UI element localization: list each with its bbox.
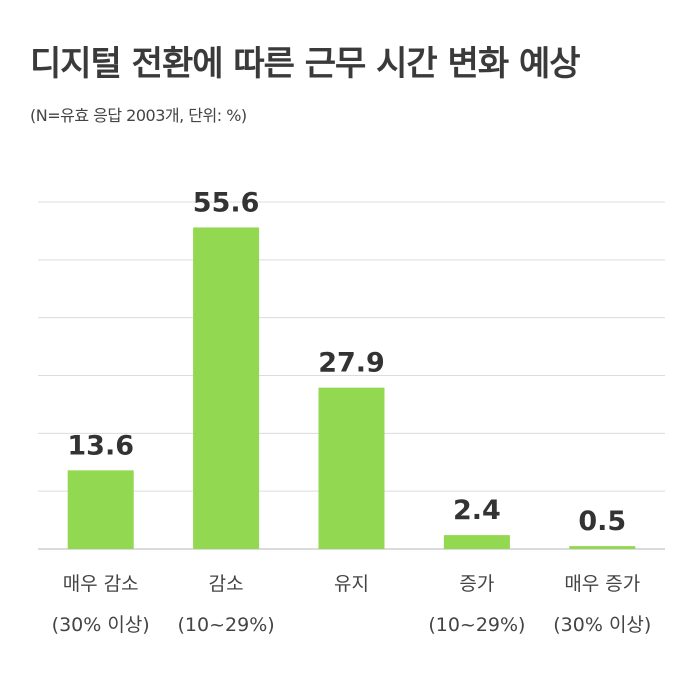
x-tick-label: 감소 bbox=[209, 573, 244, 595]
value-labels: 13.6 55.6 27.9 2.4 0.5 bbox=[67, 187, 626, 537]
value-label: 27.9 bbox=[318, 348, 385, 379]
bar bbox=[67, 470, 134, 549]
bar bbox=[318, 387, 385, 549]
bar bbox=[443, 535, 510, 549]
x-tick-label: 증가 bbox=[459, 573, 494, 595]
value-label: 55.6 bbox=[193, 187, 260, 218]
bar bbox=[569, 546, 636, 549]
x-tick-sublabel: (30% 이상) bbox=[52, 614, 150, 636]
chart-title: 디지털 전환에 따른 근무 시간 변화 예상 bbox=[30, 44, 581, 84]
x-tick-labels: 매우 감소 (30% 이상) 감소 (10~29%) 유지 증가 (10~29%) 매우 증가… bbox=[52, 573, 652, 636]
x-tick-sublabel: (30% 이상) bbox=[553, 614, 651, 636]
bars bbox=[67, 227, 636, 550]
x-tick-sublabel: (10~29%) bbox=[178, 614, 275, 636]
x-tick-sublabel: (10~29%) bbox=[428, 614, 525, 636]
x-tick-label: 유지 bbox=[334, 573, 369, 595]
x-tick-label: 매우 증가 bbox=[564, 573, 640, 595]
value-label: 2.4 bbox=[453, 495, 501, 526]
x-tick-label: 매우 감소 bbox=[63, 573, 139, 595]
value-label: 0.5 bbox=[578, 506, 626, 537]
bar bbox=[193, 227, 260, 550]
chart-subtitle: (N=유효 응답 2003개, 단위: %) bbox=[30, 106, 247, 125]
value-label: 13.6 bbox=[67, 430, 134, 461]
